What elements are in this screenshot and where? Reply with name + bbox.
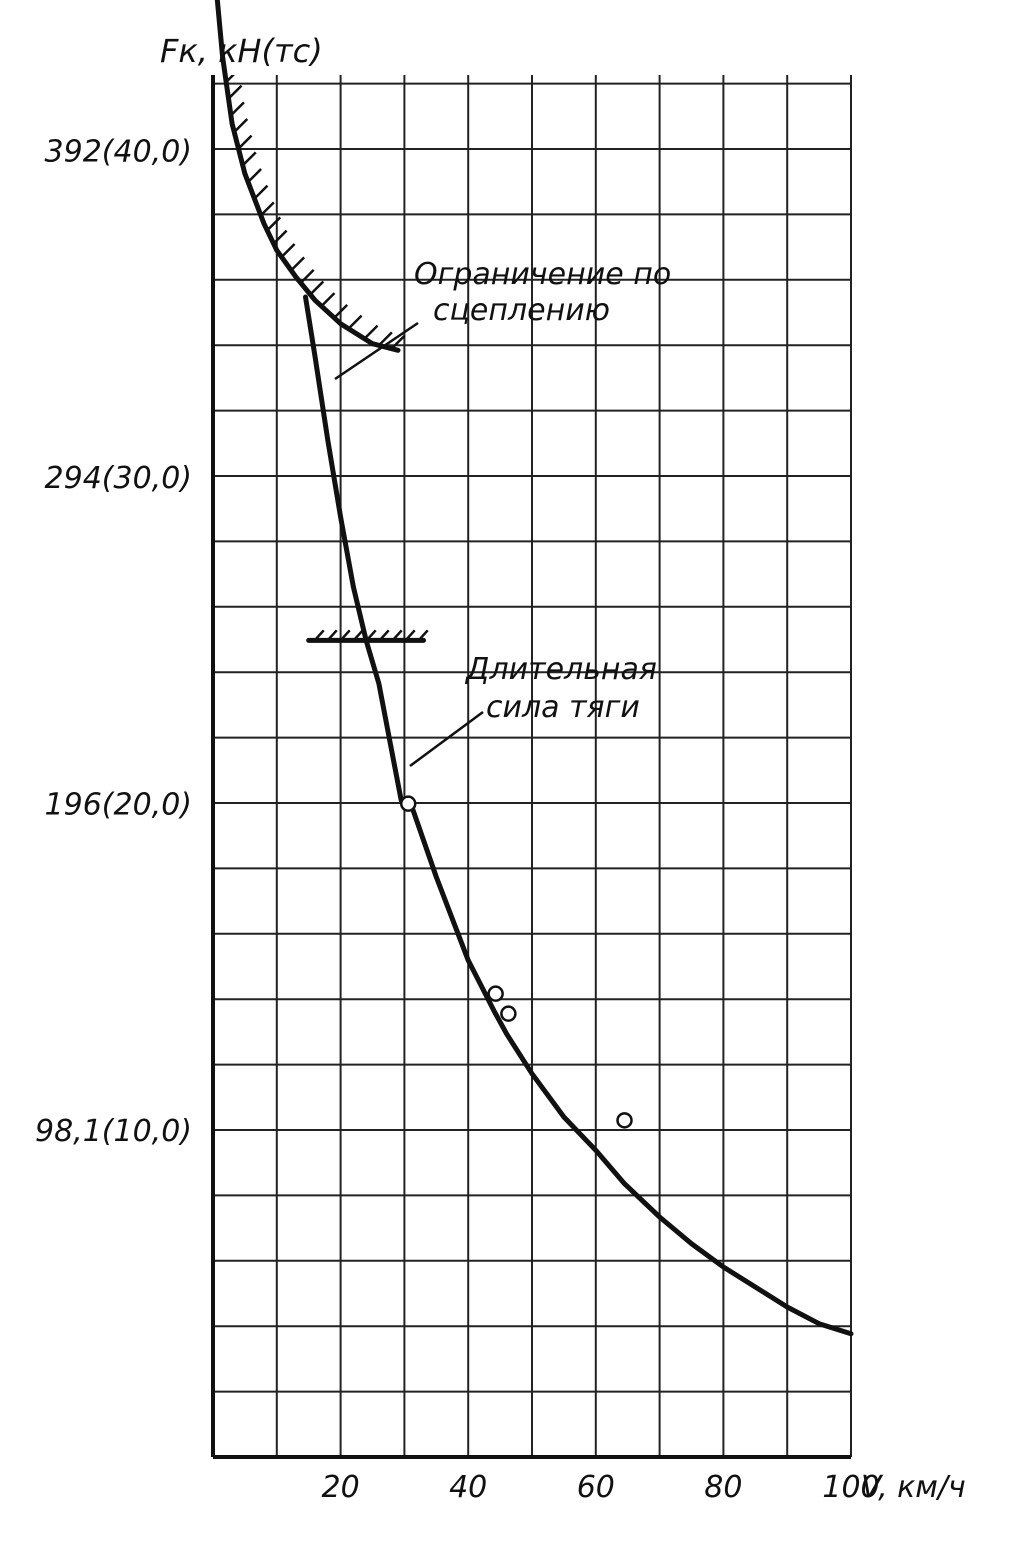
- hatch-tick: [241, 151, 257, 167]
- data-point-marker: [616, 1112, 633, 1129]
- hatch-tick: [377, 331, 393, 347]
- hatching: [225, 75, 429, 642]
- continuous-pointer-line: [409, 710, 484, 768]
- annotation-adhesion-line-2: сцеплению: [433, 293, 610, 328]
- y-axis-label: Fк, кН(тс): [160, 32, 323, 70]
- hatch-tick: [390, 334, 406, 350]
- y-tick-label: 392(40,0): [45, 134, 192, 169]
- hatch-tick: [333, 303, 349, 319]
- y-tick-label: 196(20,0): [45, 788, 192, 823]
- pointer-lines: [334, 321, 484, 768]
- x-tick-label: 40: [449, 1470, 487, 1505]
- hatch-tick: [347, 314, 363, 330]
- axes: [211, 75, 851, 1459]
- x-tick-label: 60: [577, 1470, 615, 1505]
- hatch-tick: [259, 201, 275, 217]
- x-tick-label: 80: [704, 1470, 742, 1505]
- hatch-tick: [253, 184, 269, 200]
- x-axis-label: V, км/ч: [861, 1470, 966, 1505]
- adhesion-pointer-line: [334, 321, 419, 381]
- data-point-marker: [487, 985, 504, 1002]
- curves: [214, 0, 854, 1337]
- hatch-tick: [363, 324, 379, 340]
- hatch-tick: [299, 268, 315, 284]
- data-point-marker: [500, 1005, 517, 1022]
- grid: [213, 75, 852, 1457]
- annotation-continuous-line-2: сила тяги: [486, 690, 640, 725]
- x-tick-label: 100: [822, 1470, 879, 1505]
- hatch-tick: [309, 280, 325, 296]
- hatch-tick: [290, 256, 306, 272]
- hatch-tick: [233, 118, 249, 133]
- traction-curve: [303, 294, 854, 1337]
- tick-labels: 20 40 60 80 100 98,1(10,0) 196(20,0) 294(30,0) 3…: [35, 134, 880, 1505]
- y-tick-label: 294(30,0): [45, 461, 192, 496]
- hatch-tick: [272, 229, 288, 245]
- hatch-tick: [237, 134, 253, 150]
- y-tick-label: 98,1(10,0): [35, 1114, 192, 1149]
- hatch-tick: [280, 243, 296, 258]
- markers: [399, 795, 633, 1129]
- data-point-marker: [399, 795, 417, 812]
- hatch-tick: [266, 216, 282, 232]
- hatch-tick: [247, 168, 262, 183]
- adhesion_limit-curve: [214, 0, 401, 353]
- hatch-tick: [320, 292, 336, 308]
- annotation-continuous-line-1: Длительная: [464, 652, 657, 687]
- adhesion-hatch: [225, 75, 406, 350]
- annotation-adhesion-line-1: Ограничение по: [414, 257, 671, 292]
- x-tick-label: 20: [322, 1470, 360, 1505]
